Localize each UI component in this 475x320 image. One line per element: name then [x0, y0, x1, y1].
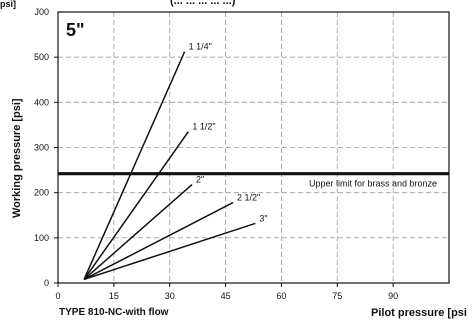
x-tick-label: 0: [55, 291, 60, 301]
series-line: [83, 183, 193, 280]
series-label: 2": [196, 175, 204, 185]
series-line: [83, 201, 234, 281]
y-tick-label: 100: [34, 233, 49, 243]
axes: 0 15 30 45 60 75 90 0 100 200 300 400 500 J00: [34, 7, 398, 301]
series-line: [83, 51, 186, 280]
reference-line-group: Upper limit for brass and bronze: [58, 172, 449, 189]
x-tick-label: 60: [276, 291, 286, 301]
series-line: [83, 222, 256, 281]
footer-label: TYPE 810-NC-with flow: [59, 307, 169, 318]
series-line: [83, 131, 189, 280]
y-tick-label: 500: [34, 52, 49, 62]
series-label: 2 1/2": [237, 193, 260, 203]
x-tick-label: 30: [165, 291, 175, 301]
x-tick-label: 75: [332, 291, 342, 301]
series-group: 1 1/4" 1 1/2" 2" 2 1/2" 3": [83, 42, 268, 281]
x-tick-label: 90: [388, 291, 398, 301]
x-axis-label: Pilot pressure [psi: [371, 307, 467, 319]
y-tick-label: 300: [34, 143, 49, 153]
x-tick-label: 15: [109, 291, 119, 301]
reference-line-label: Upper limit for brass and bronze: [309, 179, 437, 189]
y-axis-label: Working pressure [psi]: [11, 98, 23, 218]
y-tick-label: 400: [34, 97, 49, 107]
y-top-tick-label: J00: [34, 7, 49, 17]
chart-title: 5": [66, 20, 85, 40]
y-tick-label: 0: [44, 278, 49, 288]
series-label: 3": [259, 213, 267, 223]
grid: [58, 12, 449, 283]
series-label: 1 1/4": [189, 42, 212, 52]
unit-top-left: psi]: [0, 0, 16, 9]
clipped-top-text: (... ... ... ... ...): [170, 0, 236, 7]
series-label: 1 1/2": [192, 122, 215, 132]
x-tick-label: 45: [221, 291, 231, 301]
y-tick-label: 200: [34, 188, 49, 198]
